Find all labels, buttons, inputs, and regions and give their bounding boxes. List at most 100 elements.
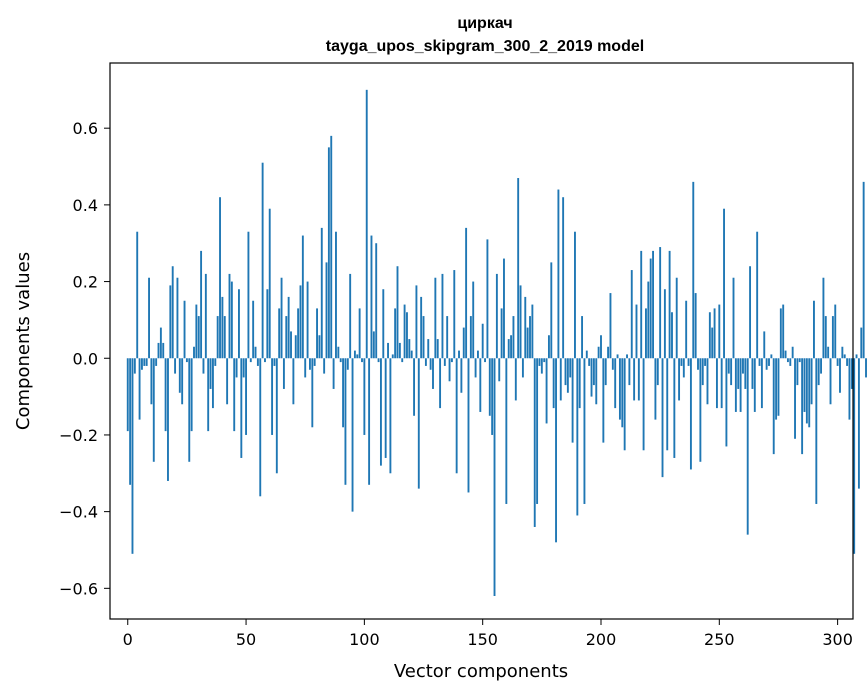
bar bbox=[221, 296, 224, 359]
bar bbox=[495, 273, 498, 359]
bar bbox=[403, 304, 406, 359]
bar bbox=[820, 358, 822, 374]
bar bbox=[266, 289, 269, 359]
bar bbox=[223, 316, 226, 359]
bar bbox=[507, 339, 510, 359]
bar bbox=[448, 358, 451, 382]
bar bbox=[659, 247, 662, 359]
bar bbox=[420, 296, 423, 359]
bar bbox=[671, 312, 673, 359]
bar bbox=[642, 358, 645, 451]
bar bbox=[155, 358, 158, 366]
bar bbox=[455, 358, 458, 474]
bar bbox=[531, 304, 534, 359]
y-tick-label: −0.4 bbox=[59, 503, 98, 522]
bar bbox=[661, 358, 664, 478]
bar bbox=[744, 358, 747, 389]
bar bbox=[538, 358, 541, 366]
bar bbox=[583, 358, 586, 504]
bar bbox=[730, 358, 733, 386]
bar bbox=[701, 358, 704, 386]
bar bbox=[839, 358, 841, 393]
bar bbox=[131, 358, 134, 554]
bar bbox=[204, 273, 207, 359]
bar bbox=[843, 354, 846, 359]
bar bbox=[526, 327, 529, 359]
bar bbox=[214, 358, 217, 366]
bar bbox=[590, 358, 593, 397]
bar bbox=[831, 316, 834, 359]
x-tick-label: 150 bbox=[467, 630, 498, 649]
bar bbox=[434, 277, 437, 359]
bar bbox=[462, 327, 465, 359]
bar bbox=[299, 285, 302, 359]
bar bbox=[200, 250, 203, 359]
x-tick-label: 50 bbox=[236, 630, 256, 649]
bar bbox=[325, 262, 328, 359]
bar bbox=[689, 358, 692, 470]
bar bbox=[313, 358, 316, 366]
bar bbox=[647, 281, 650, 359]
x-tick-label: 250 bbox=[704, 630, 735, 649]
bar bbox=[304, 358, 307, 378]
bar bbox=[600, 335, 602, 359]
bar bbox=[256, 358, 259, 366]
bar bbox=[330, 135, 333, 359]
bar bbox=[349, 273, 352, 359]
bar bbox=[566, 358, 569, 393]
bar bbox=[138, 358, 141, 420]
bar bbox=[484, 358, 486, 363]
bar bbox=[318, 335, 321, 359]
bar bbox=[233, 358, 236, 432]
bar bbox=[588, 358, 591, 366]
bar bbox=[235, 358, 238, 378]
bar bbox=[245, 358, 247, 435]
bar bbox=[287, 296, 290, 359]
bar bbox=[813, 300, 815, 359]
bar bbox=[467, 358, 470, 493]
bar bbox=[635, 304, 638, 359]
bar bbox=[261, 162, 264, 359]
bar bbox=[202, 358, 205, 374]
bar bbox=[375, 243, 378, 359]
bar bbox=[259, 358, 262, 497]
bar bbox=[808, 358, 811, 428]
bar bbox=[500, 308, 503, 359]
bar bbox=[280, 277, 283, 359]
bar bbox=[770, 354, 773, 359]
bar bbox=[432, 358, 434, 389]
bar bbox=[727, 358, 730, 374]
bar bbox=[637, 358, 640, 401]
bar bbox=[460, 358, 463, 393]
bar bbox=[633, 358, 636, 401]
bar bbox=[668, 250, 671, 359]
y-tick-label: −0.2 bbox=[59, 426, 98, 445]
bar bbox=[136, 231, 139, 359]
bar bbox=[351, 358, 354, 512]
bar bbox=[391, 354, 394, 359]
bar bbox=[311, 358, 314, 428]
x-tick-label: 300 bbox=[822, 630, 853, 649]
bar bbox=[389, 358, 392, 474]
bar bbox=[654, 358, 657, 420]
bar bbox=[763, 331, 766, 359]
bar bbox=[768, 358, 770, 366]
bar bbox=[443, 358, 446, 366]
bar bbox=[197, 316, 200, 359]
bar bbox=[860, 327, 863, 359]
bar bbox=[469, 316, 472, 359]
bar bbox=[240, 358, 243, 458]
bar bbox=[228, 273, 231, 359]
bar bbox=[829, 358, 832, 405]
bar bbox=[159, 327, 162, 359]
bar bbox=[827, 346, 830, 359]
bar bbox=[751, 358, 754, 389]
bar bbox=[704, 358, 707, 366]
bar bbox=[327, 147, 330, 359]
bar bbox=[294, 335, 297, 359]
bar bbox=[846, 358, 849, 366]
bar-series bbox=[126, 89, 867, 596]
bar bbox=[742, 358, 744, 374]
bar bbox=[181, 358, 184, 405]
bar bbox=[578, 358, 581, 409]
